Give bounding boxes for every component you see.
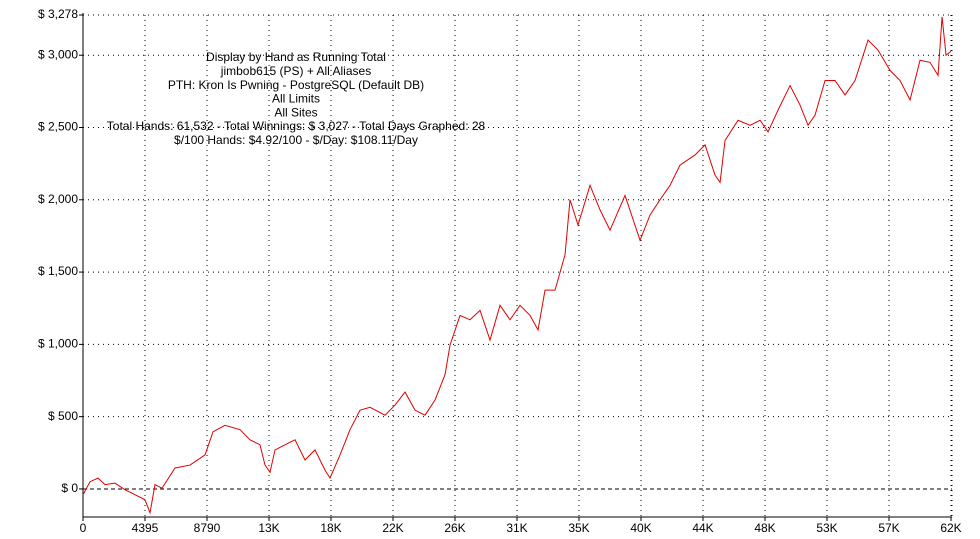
x-tick-label: 48K (754, 521, 775, 535)
y-tick-label: $ 2,000 (38, 192, 78, 206)
annotation: Display by Hand as Running Total (206, 50, 386, 64)
x-tick-label: 53K (816, 521, 837, 535)
y-tick-label: $ 1,000 (38, 337, 78, 351)
x-tick-label: 62K (940, 521, 961, 535)
x-tick-label: 57K (878, 521, 899, 535)
x-tick-label: 0 (80, 521, 87, 535)
annotation: All Limits (272, 92, 320, 106)
y-tick-label: $ 1,500 (38, 264, 78, 278)
annotation: Total Hands: 61,532 - Total Winnings: $ … (107, 119, 486, 133)
x-tick-label: 22K (382, 521, 403, 535)
x-tick-label: 40K (630, 521, 651, 535)
data-line (82, 16, 952, 515)
y-tick-label: $ 2,500 (38, 120, 78, 134)
x-tick-label: 18K (320, 521, 341, 535)
y-tick-label: $ 3,000 (38, 47, 78, 61)
x-tick-label: 35K (568, 521, 589, 535)
x-tick-label: 26K (444, 521, 465, 535)
x-tick-label: 44K (692, 521, 713, 535)
y-tick-label: $ 500 (48, 409, 78, 423)
x-tick-label: 31K (506, 521, 527, 535)
annotation: $/100 Hands: $4.92/100 - $/Day: $108.11/… (174, 133, 418, 147)
y-tick-label: $ 0 (61, 481, 78, 495)
x-tick-label: 13K (258, 521, 279, 535)
annotation: All Sites (274, 105, 317, 119)
annotation: PTH: Kron Is Pwning - PostgreSQL (Defaul… (168, 78, 424, 92)
annotation: jimbob615 (PS) + All Aliases (220, 64, 371, 78)
y-tick-label: $ 3,278 (38, 7, 78, 21)
x-tick-label: 4395 (132, 521, 159, 535)
x-tick-label: 8790 (194, 521, 221, 535)
